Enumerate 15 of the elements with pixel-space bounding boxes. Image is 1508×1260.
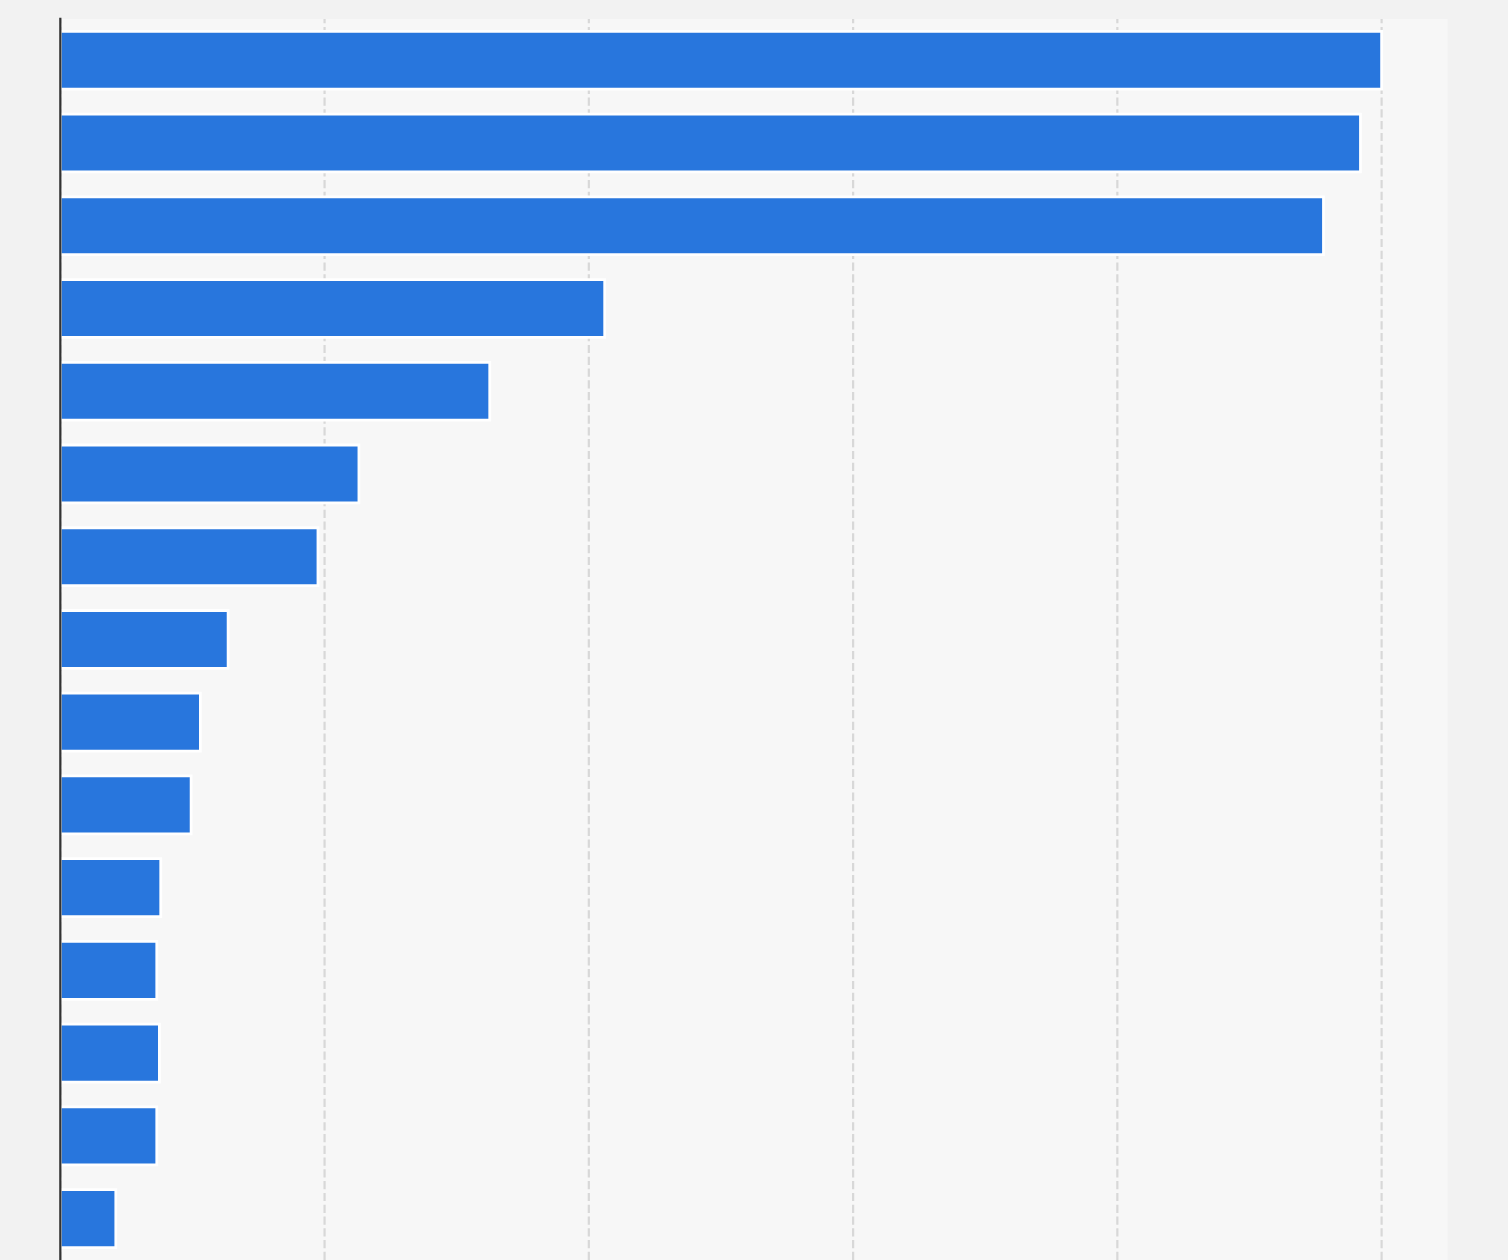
bar [60,360,492,422]
bar [60,609,230,670]
bar [60,774,193,836]
bar [60,1188,118,1249]
bar [60,1105,159,1167]
bar [60,857,163,919]
bar [60,443,361,505]
bar [60,29,1384,91]
bar [60,526,320,588]
bar [60,1022,161,1084]
bar [60,195,1325,257]
bar [60,940,159,1001]
bar [60,112,1362,174]
bar [60,691,202,753]
bar [60,278,607,339]
